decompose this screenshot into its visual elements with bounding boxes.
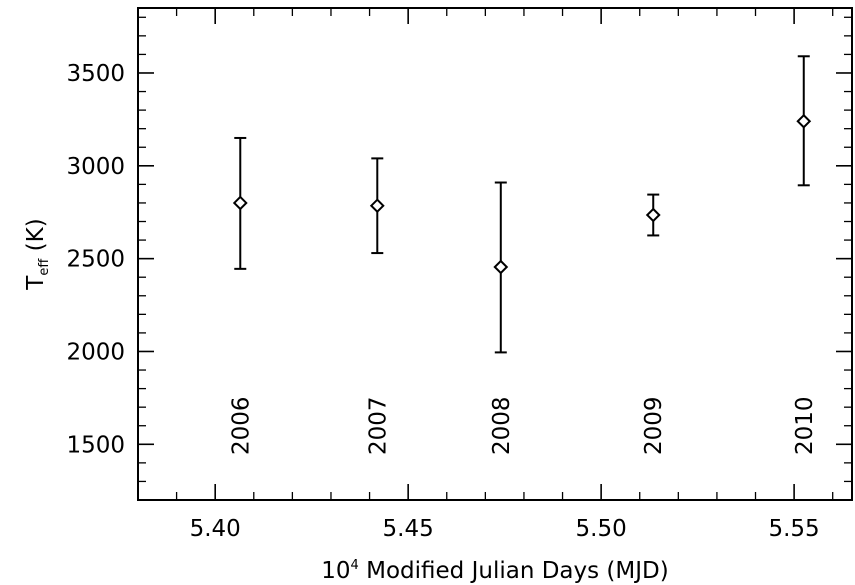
x-tick-label: 5.40: [190, 516, 241, 542]
y-tick-label: 3000: [66, 154, 125, 180]
year-label: 2010: [792, 396, 818, 455]
data-point-marker: [493, 259, 509, 275]
y-tick-label: 3500: [66, 61, 125, 87]
y-axis-label-main: T: [23, 275, 49, 291]
x-tick-labels: 5.40 5.45 5.50 5.55: [190, 516, 820, 542]
x-axis-label-rest: Modified Julian Days (MJD): [359, 558, 669, 584]
year-label: 2006: [228, 396, 254, 455]
y-tick-label: 2000: [66, 339, 125, 365]
major-ticks: [138, 8, 852, 500]
data-point-marker: [796, 113, 812, 129]
x-tick-label: 5.50: [576, 516, 627, 542]
data-point-marker: [369, 198, 385, 214]
x-axis-label: 104 Modified Julian Days (MJD): [321, 558, 668, 584]
minor-ticks: [137, 8, 852, 501]
y-axis-label: Teff (K): [23, 218, 52, 290]
y-tick-labels: 1500 2000 2500 3000 3500: [66, 61, 125, 458]
markers: [232, 113, 812, 275]
data-point-marker: [645, 207, 661, 223]
data-point-marker: [232, 195, 248, 211]
x-axis-label-prefix: 10: [321, 558, 350, 584]
x-axis-label-sup: 4: [351, 558, 359, 573]
plot-frame: [137, 7, 853, 501]
y-axis-label-rest: (K): [23, 218, 49, 258]
year-label: 2009: [641, 396, 667, 455]
year-label: 2007: [365, 396, 391, 455]
x-tick-label: 5.45: [383, 516, 434, 542]
y-tick-label: 1500: [66, 432, 125, 458]
y-tick-label: 2500: [66, 247, 125, 273]
x-tick-label: 5.55: [768, 516, 819, 542]
error-bars: [234, 55, 810, 354]
y-axis-label-sub: eff: [37, 258, 52, 276]
year-label: 2008: [489, 396, 515, 455]
year-labels: 2006 2007 2008 2009 2010: [228, 396, 817, 455]
